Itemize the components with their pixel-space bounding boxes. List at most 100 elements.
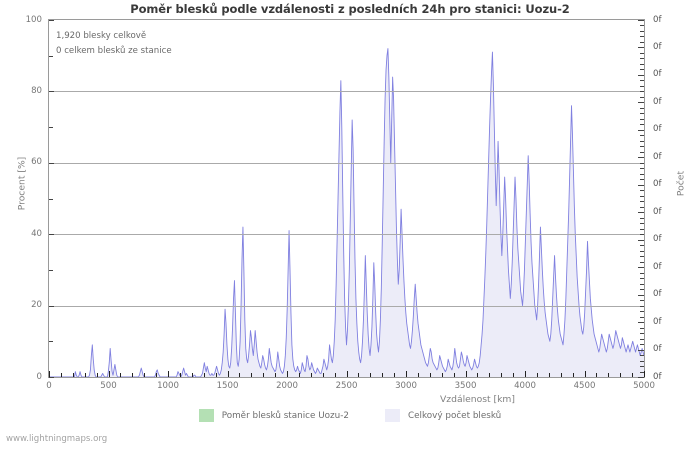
y-axis-left-tick-label: 20 (31, 300, 42, 311)
y-axis-right-minor-tick (640, 124, 644, 125)
y-axis-right-minor-tick (640, 306, 644, 307)
footer-attribution: www.lightningmaps.org (6, 434, 108, 444)
gridline (49, 305, 644, 307)
y-axis-right-minor-tick (640, 251, 644, 252)
y-axis-right-minor-tick (640, 284, 644, 285)
x-axis-minor-tick (97, 373, 98, 377)
y-axis-right-tick (638, 322, 644, 323)
x-axis-minor-tick (180, 373, 181, 377)
x-axis-tick (466, 371, 467, 377)
x-axis-tick-label: 1000 (157, 381, 179, 391)
y-axis-right-minor-tick (640, 262, 644, 263)
line-total-lightning (49, 48, 644, 377)
y-axis-right-minor-tick (640, 273, 644, 274)
x-axis-tick-label: 1500 (216, 381, 239, 391)
y-axis-right-minor-tick (640, 256, 644, 257)
y-axis-left-tick-label: 40 (31, 228, 42, 239)
x-axis-minor-tick (156, 373, 157, 377)
y-axis-left-tick (49, 234, 54, 235)
legend-swatch-icon (385, 409, 400, 422)
series-total-lightning (49, 48, 644, 377)
y-axis-right-tick-label: 0f (653, 206, 662, 217)
x-axis-tick (406, 371, 407, 377)
y-axis-right-minor-tick (640, 311, 644, 312)
x-axis-minor-tick (239, 373, 240, 377)
x-axis-minor-tick (132, 373, 133, 377)
y-axis-right-minor-tick (640, 31, 644, 32)
y-axis-right-tick (638, 20, 644, 21)
x-axis-minor-tick (632, 373, 633, 377)
gridline (49, 234, 644, 236)
y-axis-right-minor-tick (640, 344, 644, 345)
y-axis-left-minor-tick (49, 56, 53, 57)
x-axis-minor-tick (275, 373, 276, 377)
x-axis-tick (585, 371, 586, 377)
x-axis-minor-tick (144, 373, 145, 377)
y-axis-right-minor-tick (640, 91, 644, 92)
x-axis-minor-tick (251, 373, 252, 377)
y-axis-left-minor-tick (49, 341, 53, 342)
y-axis-right-tick (638, 47, 644, 48)
y-axis-left-title: Procent [%] (16, 156, 28, 211)
x-axis-minor-tick (370, 373, 371, 377)
y-axis-right-tick-label: 0f (653, 96, 662, 107)
x-axis-tick-label: 2000 (276, 381, 298, 391)
y-axis-right-minor-tick (640, 223, 644, 224)
y-axis-right-minor-tick (640, 179, 644, 180)
x-axis-title: Vzdálenost [km] (440, 394, 515, 405)
x-axis-minor-tick (418, 373, 419, 377)
y-axis-right-tick-label: 0f (653, 41, 662, 52)
x-axis-tick-label: 3000 (395, 381, 417, 391)
x-axis-minor-tick (335, 373, 336, 377)
y-axis-left-tick (49, 377, 54, 378)
y-axis-right-minor-tick (640, 289, 644, 290)
x-axis-tick-label: 0 (46, 381, 52, 391)
y-axis-left-minor-tick (49, 199, 53, 200)
x-axis-minor-tick (501, 373, 502, 377)
x-axis-minor-tick (442, 373, 443, 377)
x-axis-tick (49, 371, 50, 377)
y-axis-left-tick-label: 80 (31, 85, 42, 96)
y-axis-right-minor-tick (640, 196, 644, 197)
legend-item[interactable]: Celkový počet blesků (385, 409, 501, 422)
y-axis-right-tick-label: 0f (653, 151, 662, 162)
y-axis-right-tick (638, 295, 644, 296)
x-axis-minor-tick (549, 373, 550, 377)
x-axis-minor-tick (299, 373, 300, 377)
y-axis-right-tick (638, 130, 644, 131)
x-axis-minor-tick (454, 373, 455, 377)
y-axis-right-minor-tick (640, 108, 644, 109)
x-axis-minor-tick (61, 373, 62, 377)
y-axis-right-minor-tick (640, 64, 644, 65)
y-axis-right-tick-label: 0f (653, 234, 662, 245)
y-axis-right-minor-tick (640, 135, 644, 136)
legend-label: Poměr blesků stanice Uozu-2 (221, 410, 349, 421)
y-axis-right-tick-label: 0f (653, 69, 662, 80)
y-axis-right-minor-tick (640, 113, 644, 114)
y-axis-right-minor-tick (640, 141, 644, 142)
y-axis-right-tick (638, 240, 644, 241)
y-axis-right-minor-tick (640, 333, 644, 334)
y-axis-right-minor-tick (640, 229, 644, 230)
x-axis-tick (287, 371, 288, 377)
y-axis-right-title: Počet (675, 170, 687, 197)
chart-title: Poměr blesků podle vzdálenosti z posledn… (130, 2, 570, 16)
y-axis-right-minor-tick (640, 97, 644, 98)
y-axis-right-minor-tick (640, 234, 644, 235)
y-axis-right-minor-tick (640, 80, 644, 81)
y-axis-right-tick-label: 0f (653, 371, 662, 382)
y-axis-right-tick-label: 0f (653, 124, 662, 135)
y-axis-right-minor-tick (640, 218, 644, 219)
x-axis-tick (644, 371, 645, 377)
y-axis-right-minor-tick (640, 152, 644, 153)
y-axis-right-minor-tick (640, 25, 644, 26)
x-axis-tick-label: 5000 (633, 381, 655, 391)
gridline (49, 162, 644, 164)
y-axis-right-minor-tick (640, 190, 644, 191)
legend-item[interactable]: Poměr blesků stanice Uozu-2 (198, 409, 349, 422)
y-axis-right-minor-tick (640, 339, 644, 340)
y-axis-right-tick-label: 0f (653, 316, 662, 327)
y-axis-left-tick (49, 163, 54, 164)
x-axis-minor-tick (85, 373, 86, 377)
